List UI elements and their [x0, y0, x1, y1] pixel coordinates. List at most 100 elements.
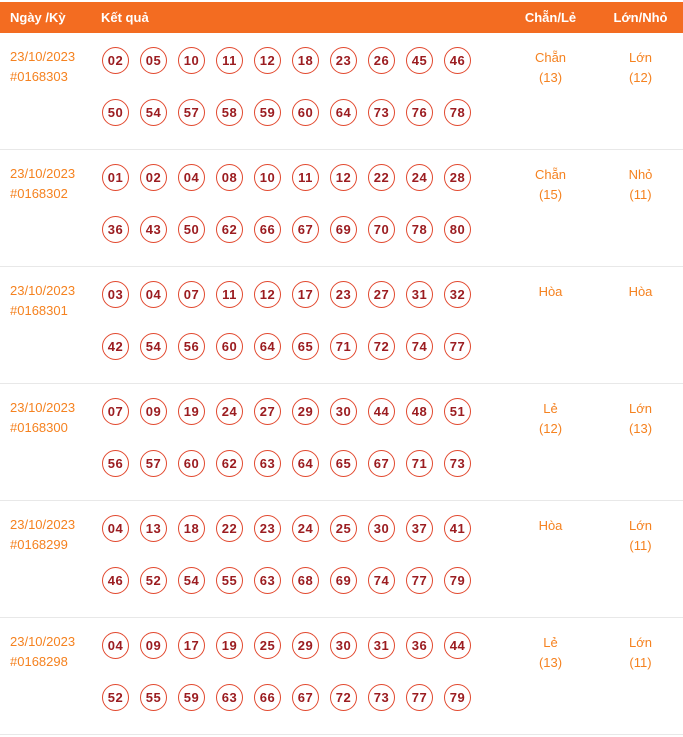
even-odd-count: (13) — [538, 655, 563, 670]
number-line: 42 54 56 60 64 65 71 72 74 77 — [102, 333, 503, 360]
number-ball: 09 — [140, 632, 167, 659]
number-ball: 63 — [216, 684, 243, 711]
number-ball: 43 — [140, 216, 167, 243]
number-ball: 13 — [140, 515, 167, 542]
even-odd-cell: Hòa — [503, 281, 598, 360]
number-ball: 73 — [368, 684, 395, 711]
number-ball: 37 — [406, 515, 433, 542]
header-even-odd: Chẵn/Lẻ — [524, 10, 577, 25]
draw-date: 23/10/2023 — [10, 283, 76, 298]
number-ball: 66 — [254, 216, 281, 243]
number-ball: 28 — [444, 164, 471, 191]
header-big-small: Lớn/Nhỏ — [613, 10, 668, 25]
number-ball: 12 — [254, 281, 281, 308]
number-ball: 48 — [406, 398, 433, 425]
big-small-cell: Lớn (11) — [598, 632, 683, 711]
number-ball: 55 — [140, 684, 167, 711]
number-ball: 64 — [254, 333, 281, 360]
number-ball: 11 — [292, 164, 319, 191]
number-ball: 23 — [330, 47, 357, 74]
number-line: 50 54 57 58 59 60 64 73 76 78 — [102, 99, 503, 126]
big-small-cell: Hòa — [598, 281, 683, 360]
result-row: 23/10/2023 #0168300 07 09 19 24 27 29 30 44 48 51 56… — [0, 384, 683, 501]
number-ball: 30 — [368, 515, 395, 542]
number-ball: 62 — [216, 450, 243, 477]
number-ball: 51 — [444, 398, 471, 425]
number-ball: 50 — [178, 216, 205, 243]
number-ball: 63 — [254, 450, 281, 477]
number-ball: 25 — [330, 515, 357, 542]
even-odd-cell: Hòa — [503, 515, 598, 594]
draw-date: 23/10/2023 — [10, 517, 76, 532]
result-row: 23/10/2023 #0168298 04 09 17 19 25 29 30 31 36 44 52… — [0, 618, 683, 735]
number-ball: 12 — [254, 47, 281, 74]
number-ball: 18 — [178, 515, 205, 542]
number-ball: 72 — [368, 333, 395, 360]
big-small-cell: Lớn (11) — [598, 515, 683, 594]
number-ball: 22 — [216, 515, 243, 542]
even-odd-count: (15) — [538, 187, 563, 202]
even-odd-value: Hòa — [538, 284, 563, 299]
number-ball: 02 — [140, 164, 167, 191]
number-ball: 10 — [254, 164, 281, 191]
even-odd-value: Lẻ — [543, 401, 558, 416]
number-ball: 69 — [330, 567, 357, 594]
number-ball: 08 — [216, 164, 243, 191]
number-ball: 32 — [444, 281, 471, 308]
number-line: 01 02 04 08 10 11 12 22 24 28 — [102, 164, 503, 191]
number-ball: 77 — [406, 567, 433, 594]
big-small-count: (11) — [629, 538, 652, 553]
even-odd-cell: Lẻ (13) — [503, 632, 598, 711]
big-small-value: Lớn — [629, 50, 652, 65]
number-ball: 76 — [406, 99, 433, 126]
number-ball: 79 — [444, 567, 471, 594]
number-ball: 26 — [368, 47, 395, 74]
result-row: 23/10/2023 #0168302 01 02 04 08 10 11 12 22 24 28 36… — [0, 150, 683, 267]
number-ball: 74 — [406, 333, 433, 360]
result-row: 23/10/2023 #0168303 02 05 10 11 12 18 23 26 45 46 50… — [0, 33, 683, 150]
number-ball: 58 — [216, 99, 243, 126]
number-ball: 04 — [140, 281, 167, 308]
number-ball: 46 — [102, 567, 129, 594]
number-ball: 67 — [292, 684, 319, 711]
number-ball: 36 — [102, 216, 129, 243]
even-odd-cell: Chẵn (15) — [503, 164, 598, 243]
number-ball: 65 — [330, 450, 357, 477]
draw-period: #0168303 — [10, 69, 68, 84]
number-ball: 70 — [368, 216, 395, 243]
number-line: 56 57 60 62 63 64 65 67 71 73 — [102, 450, 503, 477]
number-ball: 04 — [102, 515, 129, 542]
header-date-period: Ngày /Kỳ — [10, 10, 66, 25]
number-ball: 29 — [292, 398, 319, 425]
table-header: Ngày /Kỳ Kết quả Chẵn/Lẻ Lớn/Nhỏ — [0, 2, 683, 33]
number-ball: 36 — [406, 632, 433, 659]
big-small-value: Nhỏ — [628, 167, 653, 182]
number-ball: 24 — [292, 515, 319, 542]
even-odd-value: Lẻ — [543, 635, 558, 650]
number-line: 07 09 19 24 27 29 30 44 48 51 — [102, 398, 503, 425]
big-small-value: Lớn — [629, 518, 652, 533]
number-ball: 19 — [216, 632, 243, 659]
number-line: 36 43 50 62 66 67 69 70 78 80 — [102, 216, 503, 243]
number-ball: 60 — [292, 99, 319, 126]
number-ball: 62 — [216, 216, 243, 243]
even-odd-value: Chẵn — [534, 167, 567, 182]
draw-info: 23/10/2023 #0168303 — [0, 47, 95, 126]
number-ball: 10 — [178, 47, 205, 74]
even-odd-cell: Chẵn (13) — [503, 47, 598, 126]
number-line: 52 55 59 63 66 67 72 73 77 79 — [102, 684, 503, 711]
draw-info: 23/10/2023 #0168299 — [0, 515, 95, 594]
number-ball: 25 — [254, 632, 281, 659]
number-ball: 57 — [178, 99, 205, 126]
draw-numbers: 04 09 17 19 25 29 30 31 36 44 52 55 59 63 66 67 72 73 77 79 — [95, 632, 503, 711]
draw-date: 23/10/2023 — [10, 400, 76, 415]
table-body: 23/10/2023 #0168303 02 05 10 11 12 18 23 26 45 46 50… — [0, 33, 683, 735]
draw-numbers: 02 05 10 11 12 18 23 26 45 46 50 54 57 58 59 60 64 73 76 78 — [95, 47, 503, 126]
result-row: 23/10/2023 #0168301 03 04 07 11 12 17 23 27 31 32 42… — [0, 267, 683, 384]
number-ball: 73 — [444, 450, 471, 477]
number-ball: 23 — [330, 281, 357, 308]
draw-date: 23/10/2023 — [10, 166, 76, 181]
number-ball: 07 — [102, 398, 129, 425]
number-ball: 46 — [444, 47, 471, 74]
